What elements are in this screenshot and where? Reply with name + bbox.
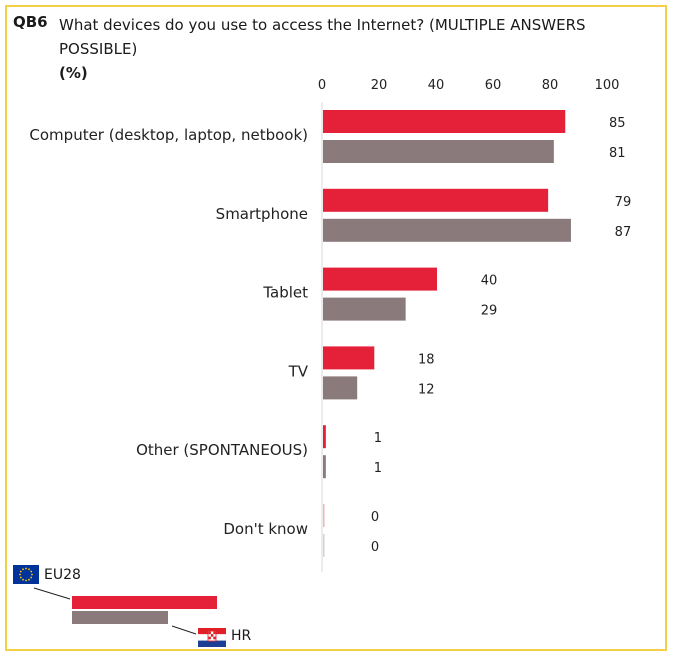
chart-frame	[5, 5, 667, 651]
value-label-hr: 29	[481, 304, 498, 319]
x-tick-label: 0	[318, 78, 326, 93]
legend-hr-swatch	[72, 611, 168, 624]
eu-flag-icon	[13, 565, 39, 584]
eu-flag-star	[19, 573, 21, 576]
eu-flag-star	[19, 576, 22, 579]
eu-flag-star	[30, 576, 33, 579]
x-tick-label: 40	[428, 78, 445, 93]
value-label-eu28: 0	[371, 510, 379, 525]
bar-eu28	[323, 267, 437, 291]
legend-eu-label: EU28	[44, 567, 81, 583]
bar-hr	[323, 534, 325, 557]
value-label-hr: 1	[374, 461, 382, 476]
bar-hr	[323, 140, 554, 163]
croatia-flag-checker	[208, 636, 211, 640]
eu-flag-star	[31, 573, 33, 576]
eu-flag-star	[25, 567, 27, 570]
legend-eu-connector	[33, 587, 71, 600]
x-tick-label: 100	[595, 78, 620, 93]
eu-flag-star	[28, 578, 30, 581]
value-label-hr: 87	[615, 225, 632, 240]
question-code: QB6	[13, 13, 48, 31]
legend-hr-connector	[171, 625, 197, 635]
value-label-eu28: 40	[481, 274, 498, 289]
eu-flag-star	[19, 570, 22, 573]
category-label: Tablet	[262, 284, 308, 302]
bar-hr	[323, 297, 406, 321]
question-title: What devices do you use to access the In…	[59, 13, 659, 85]
legend-eu-swatch	[72, 596, 217, 609]
croatia-flag-checker	[208, 631, 211, 635]
bar-eu28	[323, 346, 375, 370]
eu-flag-star	[28, 568, 30, 571]
category-label: Other (SPONTANEOUS)	[136, 441, 308, 459]
category-label: TV	[288, 362, 309, 380]
value-label-eu28: 1	[374, 431, 382, 446]
bar-hr	[323, 218, 571, 242]
x-tick-label: 20	[371, 78, 388, 93]
x-tick-label: 60	[485, 78, 502, 93]
bar-eu28	[323, 425, 326, 449]
croatia-flag-checker	[213, 631, 216, 635]
question-text: What devices do you use to access the In…	[59, 16, 586, 58]
eu-flag-star	[30, 570, 33, 573]
bar-hr	[323, 455, 326, 479]
croatia-flag-checker	[213, 636, 216, 640]
value-label-eu28: 79	[615, 195, 632, 210]
eu-flag-star	[22, 578, 24, 581]
value-label-hr: 81	[609, 146, 626, 161]
value-label-eu28: 18	[418, 352, 435, 367]
value-label-hr: 12	[418, 382, 435, 397]
bar-eu28	[323, 110, 566, 133]
eu-flag-star	[25, 579, 27, 582]
category-label: Don't know	[223, 520, 308, 538]
legend-hr-label: HR	[231, 628, 252, 644]
question-unit: (%)	[59, 64, 88, 82]
bar-eu28	[323, 504, 325, 527]
bar-eu28	[323, 188, 549, 212]
x-tick-label: 80	[542, 78, 559, 93]
eu-flag-star	[22, 568, 24, 571]
value-label-hr: 0	[371, 540, 379, 555]
croatia-flag-blue-band	[198, 640, 226, 647]
croatia-flag-checker	[210, 634, 214, 637]
bar-hr	[323, 376, 358, 400]
category-label: Computer (desktop, laptop, netbook)	[29, 126, 308, 144]
category-label: Smartphone	[216, 205, 308, 223]
value-label-eu28: 85	[609, 116, 626, 131]
